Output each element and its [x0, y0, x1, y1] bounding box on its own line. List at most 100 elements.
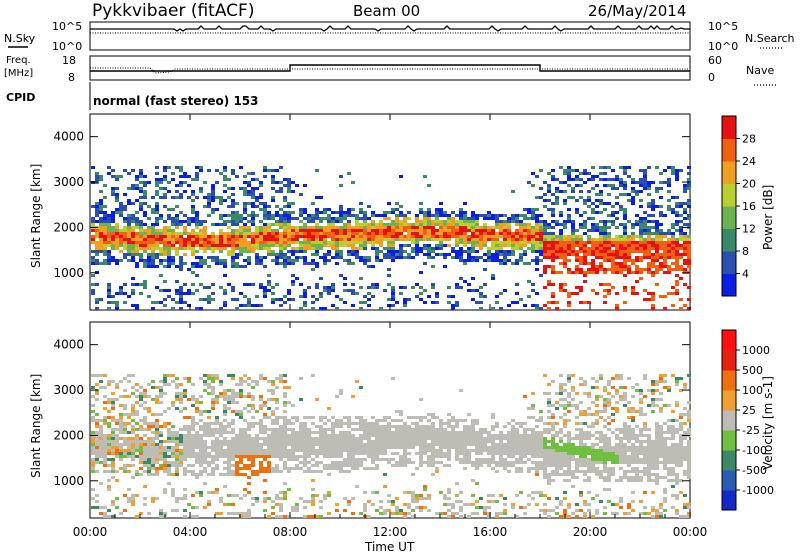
velocity-cell	[319, 461, 323, 464]
velocity-cell	[487, 464, 491, 467]
power-cell	[659, 187, 663, 190]
power-cell	[547, 187, 551, 190]
velocity-cell	[319, 500, 323, 503]
power-cell	[303, 238, 307, 241]
power-cell	[123, 292, 127, 295]
power-cell	[239, 214, 243, 217]
power-cell	[451, 256, 455, 259]
power-cell	[387, 250, 391, 253]
power-cell	[603, 247, 607, 250]
velocity-cell	[159, 452, 163, 455]
velocity-cell	[231, 473, 235, 476]
power-cell	[547, 190, 551, 193]
velocity-cell	[119, 512, 123, 515]
power-cell	[203, 196, 207, 199]
power-cell	[111, 175, 115, 178]
power-cell	[623, 193, 627, 196]
power-cell	[387, 283, 391, 286]
power-cell	[155, 193, 159, 196]
velocity-cell	[115, 506, 119, 509]
velocity-cell	[243, 494, 247, 497]
power-cell	[687, 256, 691, 259]
velocity-cell	[155, 446, 159, 449]
power-cell	[459, 277, 463, 280]
power-cell	[371, 247, 375, 250]
power-cell	[515, 301, 519, 304]
power-cell	[643, 289, 647, 292]
power-cell	[107, 286, 111, 289]
velocity-cell	[391, 377, 395, 380]
power-cell	[291, 250, 295, 253]
velocity-cell	[147, 440, 151, 443]
power-cell	[275, 253, 279, 256]
power-cell	[139, 256, 143, 259]
power-cell	[463, 229, 467, 232]
power-cell	[631, 241, 635, 244]
velocity-cell	[143, 428, 147, 431]
power-cell	[611, 178, 615, 181]
power-cell	[551, 175, 555, 178]
velocity-cell	[271, 437, 275, 440]
power-cell	[103, 250, 107, 253]
power-cell	[495, 235, 499, 238]
velocity-cell	[295, 416, 299, 419]
velocity-cell	[131, 446, 135, 449]
power-cell	[231, 202, 235, 205]
velocity-cell	[195, 443, 199, 446]
power-cell	[651, 295, 655, 298]
power-cell	[599, 244, 603, 247]
velocity-cell	[383, 419, 387, 422]
velocity-cell	[295, 440, 299, 443]
power-cell	[575, 208, 579, 211]
velocity-cell	[499, 449, 503, 452]
velocity-cell	[275, 416, 279, 419]
velocity-cell	[155, 467, 159, 470]
power-cell	[211, 193, 215, 196]
velocity-cell	[395, 440, 399, 443]
velocity-cell	[407, 443, 411, 446]
power-cell	[151, 238, 155, 241]
power-cell	[523, 253, 527, 256]
power-cell	[467, 238, 471, 241]
velocity-cell	[331, 449, 335, 452]
velocity-cell	[131, 428, 135, 431]
power-cell	[579, 247, 583, 250]
velocity-cell	[191, 494, 195, 497]
power-cell	[243, 241, 247, 244]
power-cell	[315, 226, 319, 229]
power-cell	[687, 178, 691, 181]
power-cell	[491, 244, 495, 247]
power-cell	[675, 169, 679, 172]
freq-tick-bottom: 8	[68, 71, 75, 84]
velocity-cell	[227, 455, 231, 458]
power-cell	[599, 268, 603, 271]
velocity-cell	[439, 434, 443, 437]
velocity-cell	[455, 419, 459, 422]
power-cell	[199, 265, 203, 268]
velocity-cell	[355, 428, 359, 431]
velocity-cell	[139, 512, 143, 515]
power-cell	[571, 190, 575, 193]
power-cell	[267, 235, 271, 238]
power-cell	[527, 280, 531, 283]
power-cell	[295, 247, 299, 250]
power-cell	[263, 241, 267, 244]
power-cell	[503, 259, 507, 262]
power-cell	[615, 253, 619, 256]
velocity-cell	[239, 410, 243, 413]
velocity-cell	[211, 431, 215, 434]
power-cell	[575, 244, 579, 247]
velocity-cell	[439, 428, 443, 431]
power-cell	[227, 283, 231, 286]
power-cell	[219, 214, 223, 217]
power-cell	[619, 265, 623, 268]
power-cell	[275, 241, 279, 244]
power-cell	[91, 223, 95, 226]
power-cell	[591, 226, 595, 229]
velocity-cell	[155, 386, 159, 389]
power-cell	[183, 220, 187, 223]
power-cell	[391, 211, 395, 214]
velocity-cell	[243, 515, 247, 518]
power-cell	[659, 232, 663, 235]
